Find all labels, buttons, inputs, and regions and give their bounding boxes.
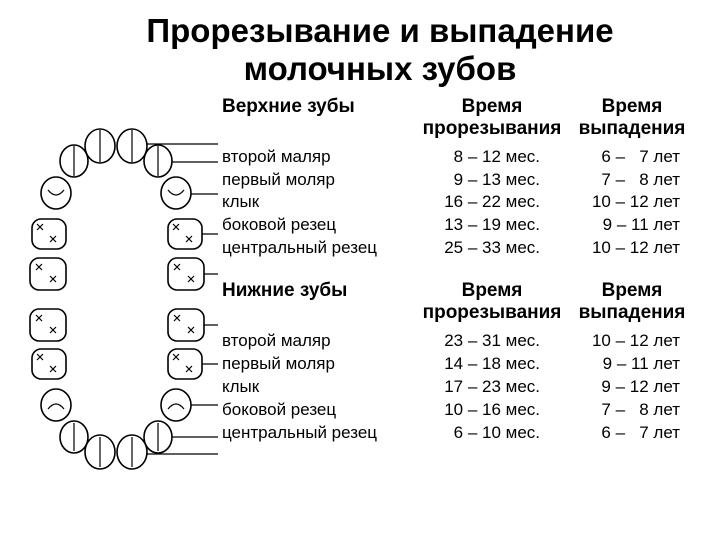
upper-name-header: Верхние зубы (222, 96, 422, 140)
lower-rows: второй маляр 23 – 31 мес. 10 – 12 лет пе… (222, 330, 702, 445)
lower-eruption-header: Время прорезывания (422, 280, 562, 324)
table-row: клык 17 – 23 мес. 9 – 12 лет (222, 376, 702, 399)
teeth-diagram (18, 94, 218, 504)
table-row: центральный резец 6 – 10 мес. 6 – 7 лет (222, 422, 702, 445)
upper-eruption-header: Время прорезывания (422, 96, 562, 140)
table-row: центральный резец 25 – 33 мес. 10 – 12 л… (222, 237, 702, 260)
table-row: второй маляр 23 – 31 мес. 10 – 12 лет (222, 330, 702, 353)
upper-rows: второй маляр 8 – 12 мес. 6 – 7 лет первы… (222, 146, 702, 261)
title-line-2: молочных зубов (244, 50, 517, 87)
upper-teeth-block: Верхние зубы Время прорезывания Время вы… (222, 96, 702, 260)
table-row: второй маляр 8 – 12 мес. 6 – 7 лет (222, 146, 702, 169)
table-row: первый моляр 9 – 13 мес. 7 – 8 лет (222, 169, 702, 192)
table-row: боковой резец 10 – 16 мес. 7 – 8 лет (222, 399, 702, 422)
table-row: боковой резец 13 – 19 мес. 9 – 11 лет (222, 214, 702, 237)
title-line-1: Прорезывание и выпадение (146, 12, 613, 49)
table-row: клык 16 – 22 мес. 10 – 12 лет (222, 191, 702, 214)
page-title: Прорезывание и выпадение молочных зубов (18, 12, 702, 88)
lower-teeth-block: Нижние зубы Время прорезывания Время вып… (222, 280, 702, 444)
upper-arch-diagram (18, 94, 218, 299)
table-row: первый моляр 14 – 18 мес. 9 – 11 лет (222, 353, 702, 376)
upper-fall-header: Время выпадения (562, 96, 702, 140)
lower-arch-diagram (18, 299, 218, 504)
lower-name-header: Нижние зубы (222, 280, 422, 324)
lower-fall-header: Время выпадения (562, 280, 702, 324)
